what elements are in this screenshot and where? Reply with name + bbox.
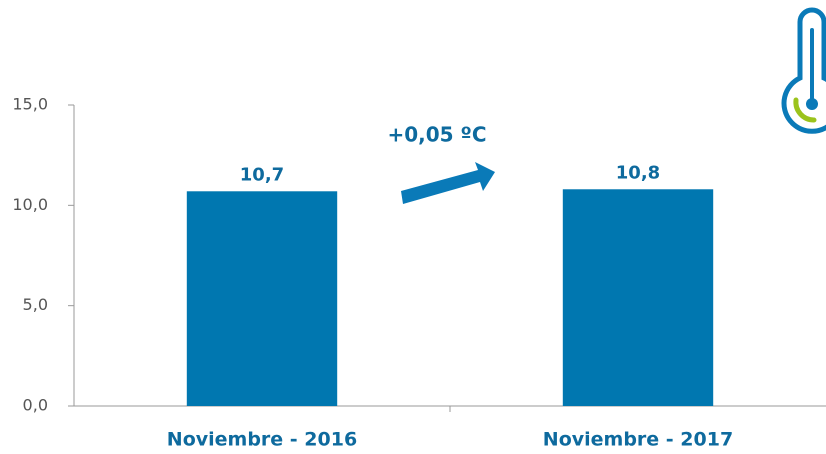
thermometer-icon: [781, 7, 826, 134]
value-label: 10,8: [616, 162, 660, 183]
bar: [186, 191, 338, 406]
annotation: +0,05 ºC: [387, 123, 486, 147]
y-tick-label: 0,0: [23, 396, 48, 415]
y-tick-label: 5,0: [23, 295, 48, 314]
x-tick-label: Noviembre - 2017: [543, 429, 733, 451]
arrow: [401, 162, 495, 204]
value-label: 10,7: [240, 164, 284, 185]
bar: [562, 189, 714, 406]
y-tick-label: 10,0: [12, 195, 48, 214]
x-tick-label: Noviembre - 2016: [167, 429, 357, 451]
y-tick-label: 15,0: [12, 95, 48, 114]
